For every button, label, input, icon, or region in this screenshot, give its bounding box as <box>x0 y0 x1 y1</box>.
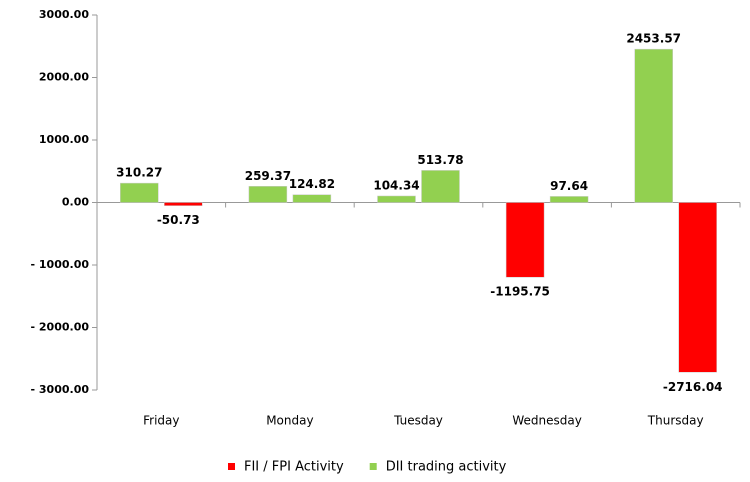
y-tick-label: 1000.00 <box>39 133 89 146</box>
y-tick-label: - 3000.00 <box>31 383 90 396</box>
value-label: 124.82 <box>289 177 335 191</box>
bar <box>549 196 589 203</box>
y-tick-label: - 1000.00 <box>31 258 90 271</box>
value-label: 513.78 <box>417 153 463 167</box>
y-tick-label: - 2000.00 <box>31 321 90 334</box>
y-tick-label: 2000.00 <box>39 71 89 84</box>
legend-label: FII / FPI Activity <box>244 460 344 475</box>
bar <box>634 48 673 203</box>
bar <box>292 194 332 203</box>
x-tick-label: Monday <box>266 414 313 428</box>
bar <box>120 182 159 203</box>
value-label: 259.37 <box>245 169 291 183</box>
value-label: 2453.57 <box>626 32 681 46</box>
value-label: -50.73 <box>157 213 200 227</box>
x-tick-label: Tuesday <box>393 414 443 428</box>
value-label: 310.27 <box>116 166 162 180</box>
x-tick-label: Thursday <box>647 414 704 428</box>
value-label: 97.64 <box>550 179 588 193</box>
legend-swatch <box>369 463 377 470</box>
value-label: -1195.75 <box>490 285 550 299</box>
bar <box>164 202 203 206</box>
legend-swatch <box>228 463 235 470</box>
value-label: 104.34 <box>373 178 419 192</box>
y-tick-label: 0.00 <box>62 196 89 209</box>
bar <box>248 186 288 203</box>
x-tick-label: Friday <box>143 414 179 428</box>
value-label: -2716.04 <box>663 380 723 394</box>
legend-label: DII trading activity <box>386 460 507 475</box>
bar <box>678 202 717 373</box>
bar <box>505 202 545 278</box>
x-tick-label: Wednesday <box>512 414 581 428</box>
y-tick-label: 3000.00 <box>39 8 89 21</box>
bar <box>377 195 416 203</box>
bar <box>421 170 460 203</box>
